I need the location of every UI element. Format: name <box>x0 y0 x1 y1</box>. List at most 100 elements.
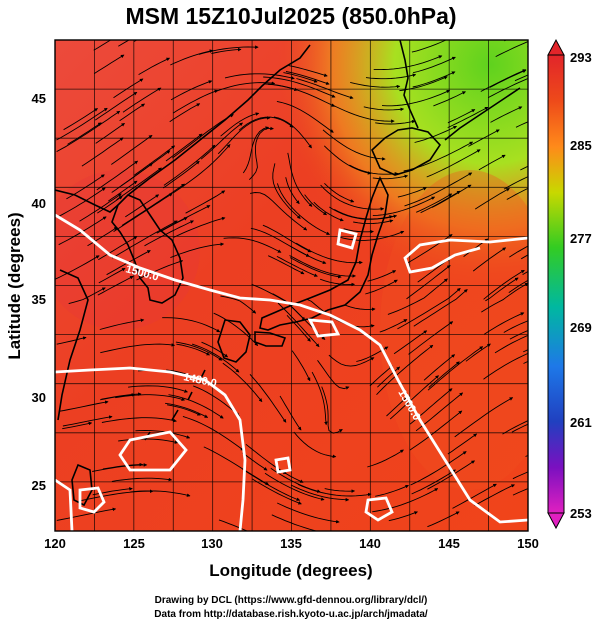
streamline <box>490 106 523 123</box>
streamline <box>248 126 274 181</box>
streamline <box>111 477 173 482</box>
streamline <box>92 463 148 472</box>
streamline <box>494 334 528 354</box>
streamline <box>328 354 375 367</box>
streamline <box>397 187 427 198</box>
x-tick-label: 145 <box>438 536 460 551</box>
streamline <box>113 193 173 232</box>
y-tick-label: 30 <box>32 390 46 405</box>
streamline <box>101 392 142 400</box>
streamline <box>409 410 463 451</box>
streamline <box>200 122 243 160</box>
streamline <box>99 318 145 330</box>
streamline <box>503 176 528 190</box>
colorbar-label: 253 <box>570 506 592 521</box>
streamline <box>329 206 398 220</box>
streamline <box>489 69 527 88</box>
streamline <box>406 265 451 300</box>
streamline <box>56 107 108 141</box>
y-tick-label: 40 <box>32 196 46 211</box>
streamline <box>95 123 125 144</box>
colorbar: 293 285 277 269 261 253 <box>547 38 592 530</box>
streamline <box>277 302 320 348</box>
streamline <box>138 57 171 75</box>
streamline <box>201 341 229 358</box>
streamline <box>428 361 460 388</box>
streamline <box>279 395 302 431</box>
streamline <box>483 269 525 300</box>
streamline <box>277 502 340 524</box>
streamline <box>520 254 528 260</box>
streamline <box>122 87 162 113</box>
streamline <box>162 160 200 189</box>
streamline <box>481 282 528 313</box>
y-tick-label: 25 <box>32 478 46 493</box>
streamline <box>372 196 436 216</box>
streamline <box>365 279 398 295</box>
height-contours <box>55 213 528 531</box>
coastlines <box>55 40 521 507</box>
streamline <box>511 423 528 433</box>
streamline <box>379 319 408 333</box>
streamline <box>427 346 484 391</box>
y-tick-label: 35 <box>32 292 46 307</box>
streamline <box>283 72 318 83</box>
ocean-shading <box>380 170 528 490</box>
streamline <box>224 73 295 80</box>
streamline <box>173 216 226 238</box>
streamline <box>375 484 409 497</box>
streamline <box>427 511 460 528</box>
streamline <box>485 277 519 302</box>
streamline <box>388 511 418 522</box>
streamline <box>271 514 318 531</box>
streamline <box>213 312 259 347</box>
streamline <box>111 220 178 259</box>
streamline <box>276 100 334 133</box>
streamline <box>504 40 508 42</box>
streamline <box>508 279 528 293</box>
streamline <box>169 103 201 123</box>
colorbar-scale <box>547 54 565 514</box>
streamline <box>372 488 439 513</box>
streamline <box>168 394 224 419</box>
streamline <box>100 343 176 354</box>
streamline <box>55 255 100 280</box>
streamline <box>474 188 510 210</box>
streamline <box>62 421 93 430</box>
streamline <box>297 483 372 497</box>
streamline <box>412 71 456 88</box>
streamline <box>165 402 209 418</box>
streamline <box>367 449 404 468</box>
credit-line-drawing: Drawing by DCL (https://www.gfd-dennou.o… <box>155 595 428 606</box>
streamline <box>144 220 194 247</box>
streamline <box>369 365 393 387</box>
streamline <box>242 452 268 471</box>
streamline <box>119 103 146 122</box>
plot-area: 1500.0 1480.0 1500.0 <box>55 40 528 531</box>
streamline <box>527 46 528 48</box>
x-tick-label: 125 <box>123 536 145 551</box>
streamline <box>372 174 409 180</box>
streamline <box>249 374 287 423</box>
streamline <box>291 350 311 382</box>
streamline <box>319 278 355 287</box>
streamline <box>250 192 308 231</box>
streamline <box>474 484 515 506</box>
streamline <box>67 122 102 145</box>
streamline <box>447 433 478 455</box>
streamline <box>427 460 476 490</box>
streamline <box>135 430 191 439</box>
streamline <box>130 490 191 497</box>
streamline <box>276 183 331 235</box>
streamline <box>172 144 231 194</box>
streamline <box>322 129 386 161</box>
streamline <box>289 255 356 278</box>
x-tick-label: 140 <box>359 536 381 551</box>
streamline <box>223 237 282 253</box>
streamline <box>503 320 528 333</box>
streamline <box>220 112 260 137</box>
streamline <box>220 295 257 314</box>
x-axis: 120 125 130 135 140 145 150 <box>44 536 539 551</box>
